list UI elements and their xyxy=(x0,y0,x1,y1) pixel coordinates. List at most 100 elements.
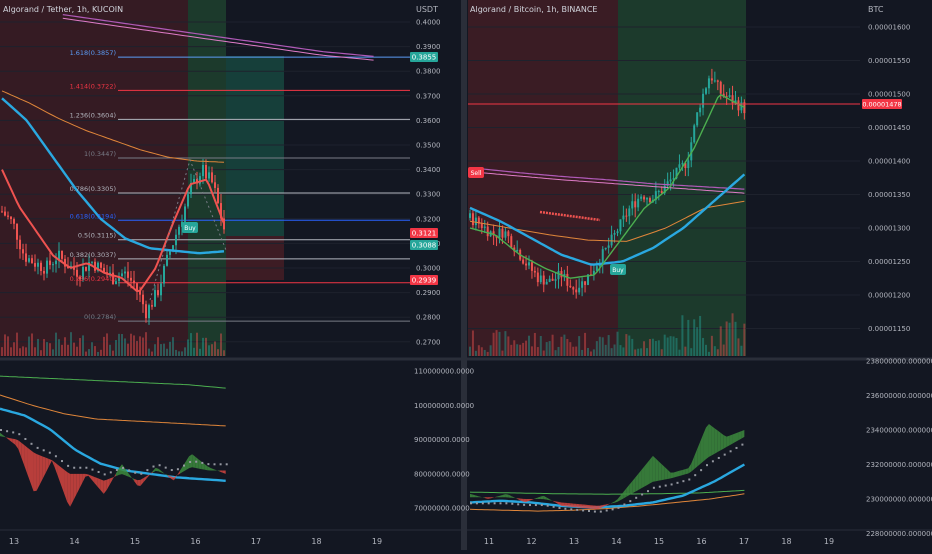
left-price-tick: 0.3600 xyxy=(416,117,441,125)
volume-bar xyxy=(109,344,111,356)
osc-fill xyxy=(67,472,71,507)
ma-orange xyxy=(1,90,225,163)
candle xyxy=(551,278,554,281)
osc-fill xyxy=(502,494,506,498)
osc-fill xyxy=(688,463,692,474)
osc-fill xyxy=(602,504,606,508)
osc-dot xyxy=(73,466,76,469)
osc-fill xyxy=(9,437,13,443)
price-badge-text: 0.3088 xyxy=(412,242,437,250)
osc-fill xyxy=(552,500,556,503)
candle xyxy=(157,290,159,296)
osc-fill xyxy=(546,497,550,501)
candle xyxy=(88,262,90,271)
candle xyxy=(548,278,551,282)
candle xyxy=(569,285,572,288)
osc-fill xyxy=(673,471,677,478)
right-unit-label: BTC xyxy=(868,5,884,14)
candle xyxy=(82,266,84,280)
candle xyxy=(220,203,222,219)
osc-dot xyxy=(552,505,555,508)
candle xyxy=(525,263,528,266)
candle xyxy=(94,261,96,271)
candle xyxy=(610,234,613,246)
candle xyxy=(103,267,105,273)
volume-bar xyxy=(208,345,210,356)
osc-fill xyxy=(94,476,98,487)
osc-dot xyxy=(170,469,173,472)
volume-bar xyxy=(495,330,498,356)
osc-fill xyxy=(652,455,656,482)
fib-label: 0.618(0.3194) xyxy=(70,212,116,220)
osc-dot xyxy=(115,468,118,471)
volume-bar xyxy=(46,342,48,356)
volume-bar xyxy=(528,335,530,356)
volume-bar xyxy=(88,349,90,356)
left-time-label: 16 xyxy=(190,537,200,546)
candle xyxy=(127,271,129,278)
candle xyxy=(705,88,707,94)
osc-dot xyxy=(700,469,703,472)
osc-dot xyxy=(664,484,667,487)
volume-bar xyxy=(687,319,690,356)
volume-bar xyxy=(675,337,678,356)
osc-orange-ma xyxy=(469,493,745,512)
osc-dot xyxy=(529,504,531,507)
left-price-tick: 0.2700 xyxy=(416,338,441,346)
volume-bar xyxy=(575,346,578,356)
osc-fill xyxy=(207,466,211,471)
osc-fill xyxy=(85,473,89,477)
volume-bar xyxy=(578,336,581,356)
volume-bar xyxy=(52,349,54,356)
osc-dot xyxy=(189,460,192,463)
osc-fill xyxy=(605,503,609,506)
osc-fill xyxy=(641,466,645,489)
candle xyxy=(64,258,66,267)
osc-fill xyxy=(617,495,621,502)
candle xyxy=(28,258,30,262)
candle xyxy=(607,245,610,248)
osc-fill xyxy=(670,472,674,479)
osc-fill xyxy=(137,479,141,486)
right-osc-tick: 228000000.00000000 xyxy=(866,530,932,538)
volume-bar xyxy=(513,340,516,356)
volume-bar xyxy=(743,323,746,356)
osc-dot xyxy=(564,507,567,510)
volume-bar xyxy=(601,337,604,356)
osc-fill xyxy=(88,474,92,480)
right-osc-tick: 236000000.00000000 xyxy=(866,392,932,400)
osc-fill xyxy=(655,458,659,482)
volume-bar xyxy=(19,348,21,356)
osc-dot xyxy=(0,428,2,431)
volume-bar xyxy=(589,351,592,356)
osc-fill xyxy=(3,435,7,438)
osc-fill xyxy=(664,467,668,480)
right-price-tick: 0.00001300 xyxy=(868,225,910,233)
candle xyxy=(175,234,177,246)
fib-label: 0.382(0.3037) xyxy=(70,251,116,259)
ma-red xyxy=(1,169,225,293)
osc-dot xyxy=(42,449,45,452)
volume-bar xyxy=(542,350,545,356)
osc-fill xyxy=(152,467,156,473)
right-osc-tick: 232000000.00000000 xyxy=(866,461,932,469)
osc-fill xyxy=(706,423,709,460)
price-badge xyxy=(410,228,438,238)
candle xyxy=(166,254,168,266)
candle xyxy=(211,172,213,183)
volume-bar xyxy=(58,339,60,356)
candle xyxy=(616,231,619,234)
volume-bar xyxy=(130,333,132,356)
osc-dot xyxy=(97,470,100,473)
osc-fill xyxy=(100,479,104,494)
osc-fill xyxy=(15,439,19,450)
volume-bar xyxy=(85,351,87,356)
right-time-label: 13 xyxy=(569,537,579,546)
volume-bar xyxy=(43,339,45,356)
volume-bar xyxy=(184,347,186,356)
candle xyxy=(554,279,557,281)
candle xyxy=(634,201,637,208)
osc-fill xyxy=(179,465,183,474)
osc-dot xyxy=(219,463,222,466)
